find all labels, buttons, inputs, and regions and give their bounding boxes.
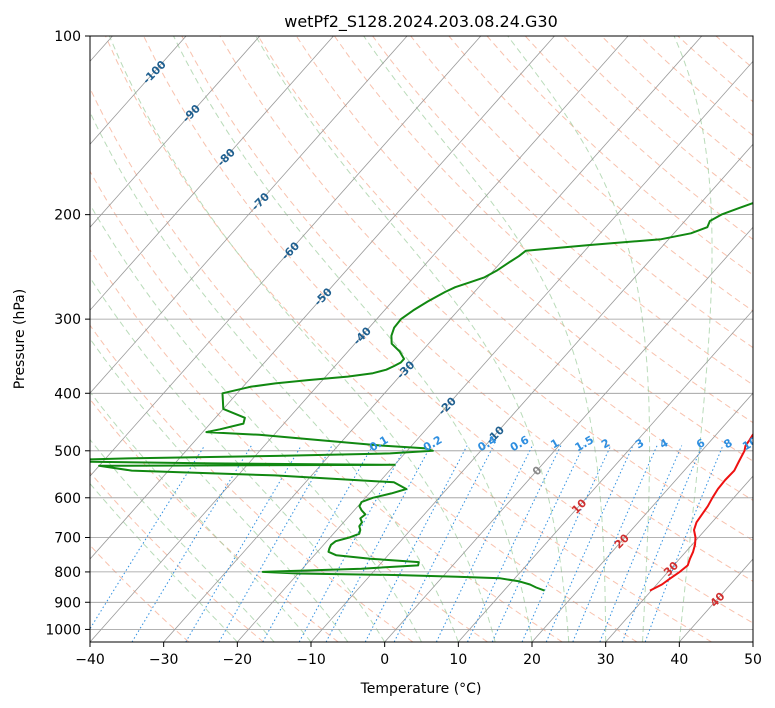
- isotherm-line: [90, 36, 334, 311]
- dry-adiabat-line: [90, 471, 264, 642]
- isotherm-line: [90, 36, 555, 560]
- dewpoint-line: [90, 201, 753, 592]
- dry-adiabat-line: [143, 36, 753, 624]
- mixing-ratio-line: [90, 445, 206, 630]
- x-tick-label: −20: [223, 652, 253, 668]
- plot-frame: [89, 35, 754, 643]
- mixing-ratio-lines: [90, 445, 724, 642]
- isotherm-line: [531, 392, 753, 642]
- moist-adiabat-line: [108, 36, 496, 642]
- moist-adiabat-line: [255, 36, 570, 642]
- isotherm-line: [310, 143, 753, 642]
- dry-adiabat-line: [90, 170, 563, 642]
- moist-adiabat-line: [90, 337, 349, 642]
- isotherm-line: [384, 226, 753, 642]
- moist-adiabats: [90, 36, 713, 642]
- moist-adiabat-line: [90, 203, 422, 642]
- mixing-ratio-line: [467, 445, 562, 642]
- x-tick-label: 20: [523, 652, 541, 668]
- dry-adiabat-line: [90, 248, 488, 642]
- dry-adiabat-line: [295, 36, 753, 462]
- mixing-ratio-line: [435, 445, 533, 642]
- dry-adiabat-line: [257, 36, 753, 501]
- moist-adiabat-line: [363, 36, 607, 642]
- sounding-series: [90, 201, 753, 592]
- y-tick-label: 400: [54, 386, 81, 402]
- x-tick-label: 0: [380, 652, 389, 668]
- temperature-line: [649, 432, 753, 592]
- isotherm-line: [90, 36, 482, 477]
- x-tick-label: 40: [670, 652, 688, 668]
- isotherm-line: [90, 36, 261, 228]
- mixing-ratio-line: [298, 445, 407, 642]
- isotherms: [90, 36, 753, 642]
- y-tick-label: 1000: [45, 622, 81, 638]
- mixing-ratio-line: [393, 445, 495, 642]
- mixing-ratio-line: [545, 445, 634, 642]
- x-tick-label: 10: [449, 652, 467, 668]
- x-tick-label: −40: [75, 652, 105, 668]
- mixing-ratio-line: [262, 445, 374, 642]
- isotherm-line: [90, 36, 187, 145]
- dry-adiabat-line: [90, 398, 339, 642]
- x-tick-label: 50: [744, 652, 762, 668]
- isotherm-line: [163, 36, 703, 642]
- dry-adiabat-line: [90, 544, 190, 642]
- x-tick-label: −10: [296, 652, 326, 668]
- mixing-ratio-line: [131, 445, 252, 642]
- y-tick-label: 200: [54, 208, 81, 224]
- x-tick-label: 30: [597, 652, 615, 668]
- chart-title: wetPf2_S128.2024.203.08.24.G30: [284, 12, 558, 32]
- moist-adiabat-line: [673, 36, 713, 642]
- y-tick-label: 500: [54, 444, 81, 460]
- dry-adiabat-line: [105, 36, 712, 642]
- moist-adiabat-line: [90, 276, 386, 642]
- moist-adiabat-line: [90, 438, 275, 642]
- x-axis-label: Temperature (°C): [360, 681, 482, 697]
- moist-adiabat-line: [90, 111, 459, 642]
- moist-adiabat-line: [173, 36, 533, 642]
- y-tick-label: 800: [54, 565, 81, 581]
- isotherm-line: [90, 36, 629, 642]
- y-tick-label: 700: [54, 531, 81, 547]
- x-tick-label: −30: [149, 652, 179, 668]
- isotherm-line: [458, 309, 753, 642]
- y-axis-label: Pressure (hPa): [12, 289, 28, 389]
- dry-adiabat-line: [333, 36, 753, 424]
- y-tick-label: 300: [54, 312, 81, 328]
- dry-adiabat-line: [372, 36, 753, 386]
- y-tick-label: 600: [54, 491, 81, 507]
- x-axis: −40 −30 −20 −10 0 10 20 30 40 50: [75, 642, 762, 668]
- y-tick-label: 100: [54, 29, 81, 45]
- mixing-ratio-line: [572, 445, 658, 642]
- dry-adiabat-line: [90, 87, 638, 642]
- dry-adiabat-line: [410, 36, 753, 349]
- moist-adiabat-line: [90, 482, 238, 642]
- y-axis: 100 200 300 400 500 600 700 800 900 1000: [45, 29, 90, 638]
- isotherm-line: [90, 36, 408, 394]
- moist-adiabat-line: [507, 36, 651, 642]
- isotherm-line: [237, 60, 753, 642]
- mixing-ratio-line: [185, 445, 302, 642]
- y-tick-label: 900: [54, 595, 81, 611]
